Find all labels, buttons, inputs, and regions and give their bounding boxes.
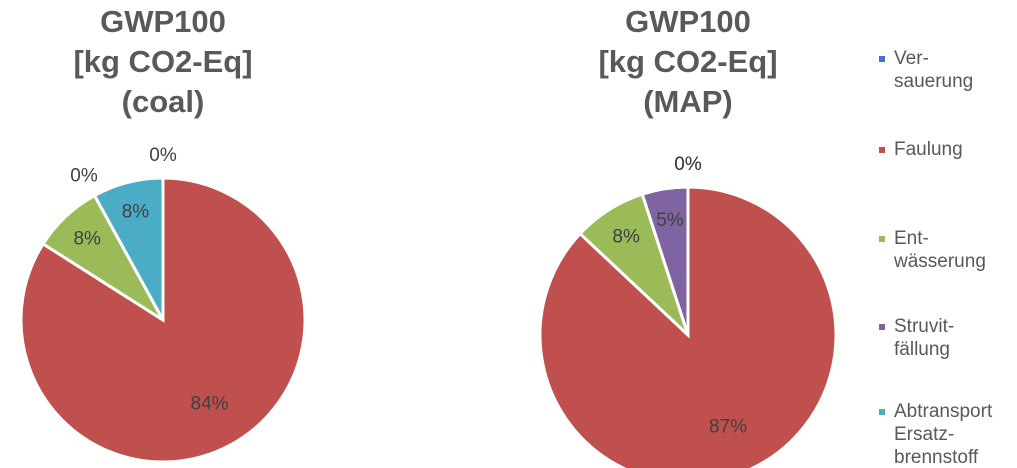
- legend-swatch: [879, 147, 885, 153]
- legend-label: Struvit- fällung: [894, 316, 955, 360]
- data-label: 0%: [149, 145, 177, 166]
- pie-slice: [92, 176, 165, 321]
- legend-swatch: [879, 409, 885, 415]
- legend-label: Ver- sauerung: [894, 48, 974, 92]
- legend-label: Ent- wässerung: [894, 228, 986, 272]
- data-label: 8%: [122, 202, 150, 223]
- data-label: 8%: [73, 228, 101, 249]
- chart-title: GWP100 [kg CO2-Eq] (MAP): [598, 4, 778, 119]
- legend-label: Abtransport Ersatz- brennstoff: [894, 401, 993, 468]
- data-label: 84%: [191, 394, 229, 415]
- data-label: 0%: [674, 154, 702, 175]
- data-label: 5%: [656, 210, 684, 231]
- data-label: 87%: [709, 416, 747, 437]
- chart-title: GWP100 [kg CO2-Eq] (coal): [73, 4, 253, 119]
- data-label: 8%: [612, 227, 640, 248]
- legend-swatch: [879, 324, 885, 330]
- data-label: 0%: [70, 165, 98, 186]
- legend-label: Faulung: [894, 139, 963, 160]
- legend-swatch: [879, 56, 885, 62]
- data-label: 0%: [674, 154, 702, 175]
- legend-swatch: [879, 236, 885, 242]
